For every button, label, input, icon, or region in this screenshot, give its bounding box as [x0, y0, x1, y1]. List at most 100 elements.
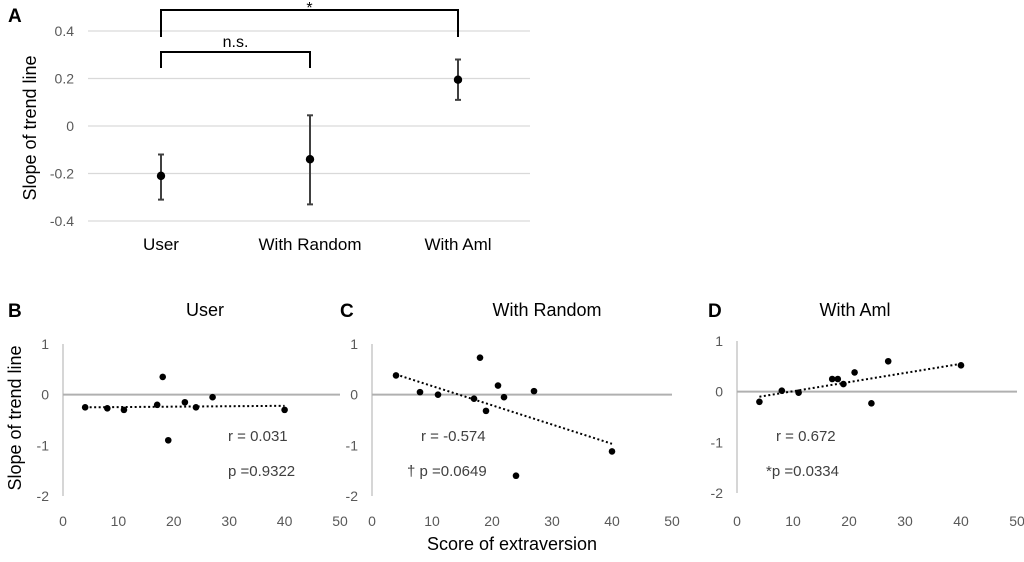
panel-a-category-label: With Random — [259, 235, 362, 254]
panel-d-y-tick-label: 1 — [715, 333, 723, 349]
panel-b-trend-line — [85, 404, 285, 409]
panel-a-chart: 0.40.20-0.2-0.4 User With Random With Aml … — [20, 0, 530, 254]
panel-a-y-tick-label: -0.4 — [50, 213, 74, 229]
bottom-x-axis-label: Score of extraversion — [427, 534, 597, 554]
panel-d-data-point — [957, 362, 965, 369]
panel-a-category-label: User — [143, 235, 179, 254]
panel-b-title: User — [186, 300, 224, 320]
panel-a-error-bars — [156, 58, 463, 206]
panel-d-x-tick-label: 50 — [1009, 513, 1024, 529]
panel-a-significance-brackets: * n.s. — [160, 0, 459, 68]
panel-d-x-tick-label: 40 — [953, 513, 969, 529]
panel-d-p-value: *p =0.0334 — [766, 463, 839, 480]
panel-d-title: With Aml — [819, 300, 890, 320]
panel-b-x-tick-label: 50 — [332, 513, 348, 529]
panel-c-data-point — [482, 407, 490, 415]
panel-c-data-point — [434, 391, 442, 398]
panel-a-y-tick-label: 0.4 — [55, 23, 75, 39]
panel-b-data-point — [192, 404, 200, 411]
panel-c-y-tick-label: 0 — [350, 387, 358, 403]
panel-d-data-point — [756, 398, 763, 406]
panel-c-data-point — [470, 395, 478, 403]
panel-a-y-ticks: 0.4 0.2 0 -0.2 -0.4 — [50, 23, 74, 229]
panel-c-r-value: r = -0.574 — [421, 428, 486, 445]
panel-b-data-point — [281, 406, 288, 414]
panel-b-x-tick-label: 10 — [111, 513, 127, 529]
panel-c-data-point — [608, 448, 616, 455]
panel-c-letter: C — [340, 301, 354, 322]
panel-d-data-point — [851, 369, 858, 376]
panel-b-y-tick-label: -2 — [37, 488, 50, 504]
panel-c-data-point — [476, 354, 484, 361]
panel-c-p-value: † p =0.0649 — [407, 463, 487, 480]
panel-b-x-tick-label: 0 — [59, 513, 67, 529]
panel-b-y-tick-label: 0 — [41, 387, 49, 403]
panel-d-y-tick-label: -2 — [711, 485, 724, 501]
panel-b-data-point — [81, 404, 89, 411]
bracket-user-vs-aml — [160, 9, 459, 37]
panel-d-x-tick-label: 30 — [897, 513, 913, 529]
panel-d-letter: D — [708, 301, 722, 322]
panel-b-data-point — [153, 401, 161, 409]
panel-a-y-tick-label: 0 — [66, 118, 74, 134]
panel-d-data-point — [840, 380, 847, 388]
panel-b-letter: B — [8, 301, 22, 322]
panel-d-data-point — [828, 375, 836, 383]
panel-d-data-point — [884, 357, 892, 365]
panel-b-x-tick-label: 40 — [277, 513, 293, 529]
panel-c-trend-line — [395, 373, 613, 445]
panel-b-y-tick-label: 1 — [41, 336, 49, 352]
panel-a-category-labels: User With Random With Aml — [143, 235, 491, 254]
panel-c-y-tick-label: -1 — [346, 437, 359, 453]
panel-c-data-point — [416, 388, 424, 396]
panel-c-y-tick-label: 1 — [350, 336, 358, 352]
panel-d-y-tick-label: -1 — [711, 434, 724, 450]
bracket-user-vs-aml-label: * — [306, 0, 312, 17]
panel-c-x-tick-label: 50 — [664, 513, 680, 529]
panel-a-mean-point — [156, 171, 166, 181]
panel-a-mean-point — [305, 155, 315, 164]
panel-d-x-tick-label: 20 — [841, 513, 857, 529]
panel-c-data-point — [494, 382, 502, 389]
panel-a-y-axis-label: Slope of trend line — [20, 55, 40, 200]
bracket-user-vs-random-label: n.s. — [223, 34, 249, 51]
panel-b-data-point — [164, 436, 172, 444]
panel-d-data-point — [834, 375, 842, 383]
bottom-y-axis-label: Slope of trend line — [5, 345, 25, 490]
panel-a-y-tick-label: -0.2 — [50, 166, 74, 182]
panel-b-data-point — [120, 406, 128, 414]
bracket-user-vs-random — [160, 51, 311, 68]
panel-a-mean-point — [453, 75, 463, 84]
panel-d-y-tick-label: 0 — [715, 384, 723, 400]
panel-a-y-tick-label: 0.2 — [55, 71, 75, 87]
panel-b-data-point — [181, 398, 189, 406]
panel-b-data-point — [159, 373, 167, 381]
panel-b-p-value: p =0.9322 — [228, 463, 295, 480]
panel-a-category-label: With Aml — [424, 235, 491, 254]
panel-b-y-tick-label: -1 — [37, 437, 50, 453]
panel-c-x-tick-label: 40 — [604, 513, 620, 529]
panel-d-data-point — [778, 387, 786, 394]
panel-c-x-tick-label: 0 — [368, 513, 376, 529]
panel-c-y-tick-label: -2 — [346, 488, 359, 504]
panel-c-title: With Random — [492, 300, 601, 320]
panel-b-data-point — [104, 405, 111, 412]
panel-c-data-point — [392, 372, 400, 379]
panel-a-letter: A — [8, 6, 22, 27]
panel-d-x-tick-label: 0 — [733, 513, 741, 529]
panel-b-r-value: r = 0.031 — [228, 428, 288, 445]
panel-d-r-value: r = 0.672 — [776, 428, 836, 445]
panel-c-x-tick-label: 30 — [544, 513, 560, 529]
panel-d-data-point — [868, 400, 875, 407]
panel-d-data-point — [795, 389, 802, 396]
panel-b-x-tick-label: 30 — [221, 513, 237, 529]
panel-c-data-point — [512, 472, 520, 480]
panel-b-x-tick-label: 20 — [166, 513, 182, 529]
panel-b-data-point — [209, 393, 216, 401]
panel-c-x-tick-label: 10 — [424, 513, 440, 529]
panel-c-x-tick-label: 20 — [484, 513, 500, 529]
